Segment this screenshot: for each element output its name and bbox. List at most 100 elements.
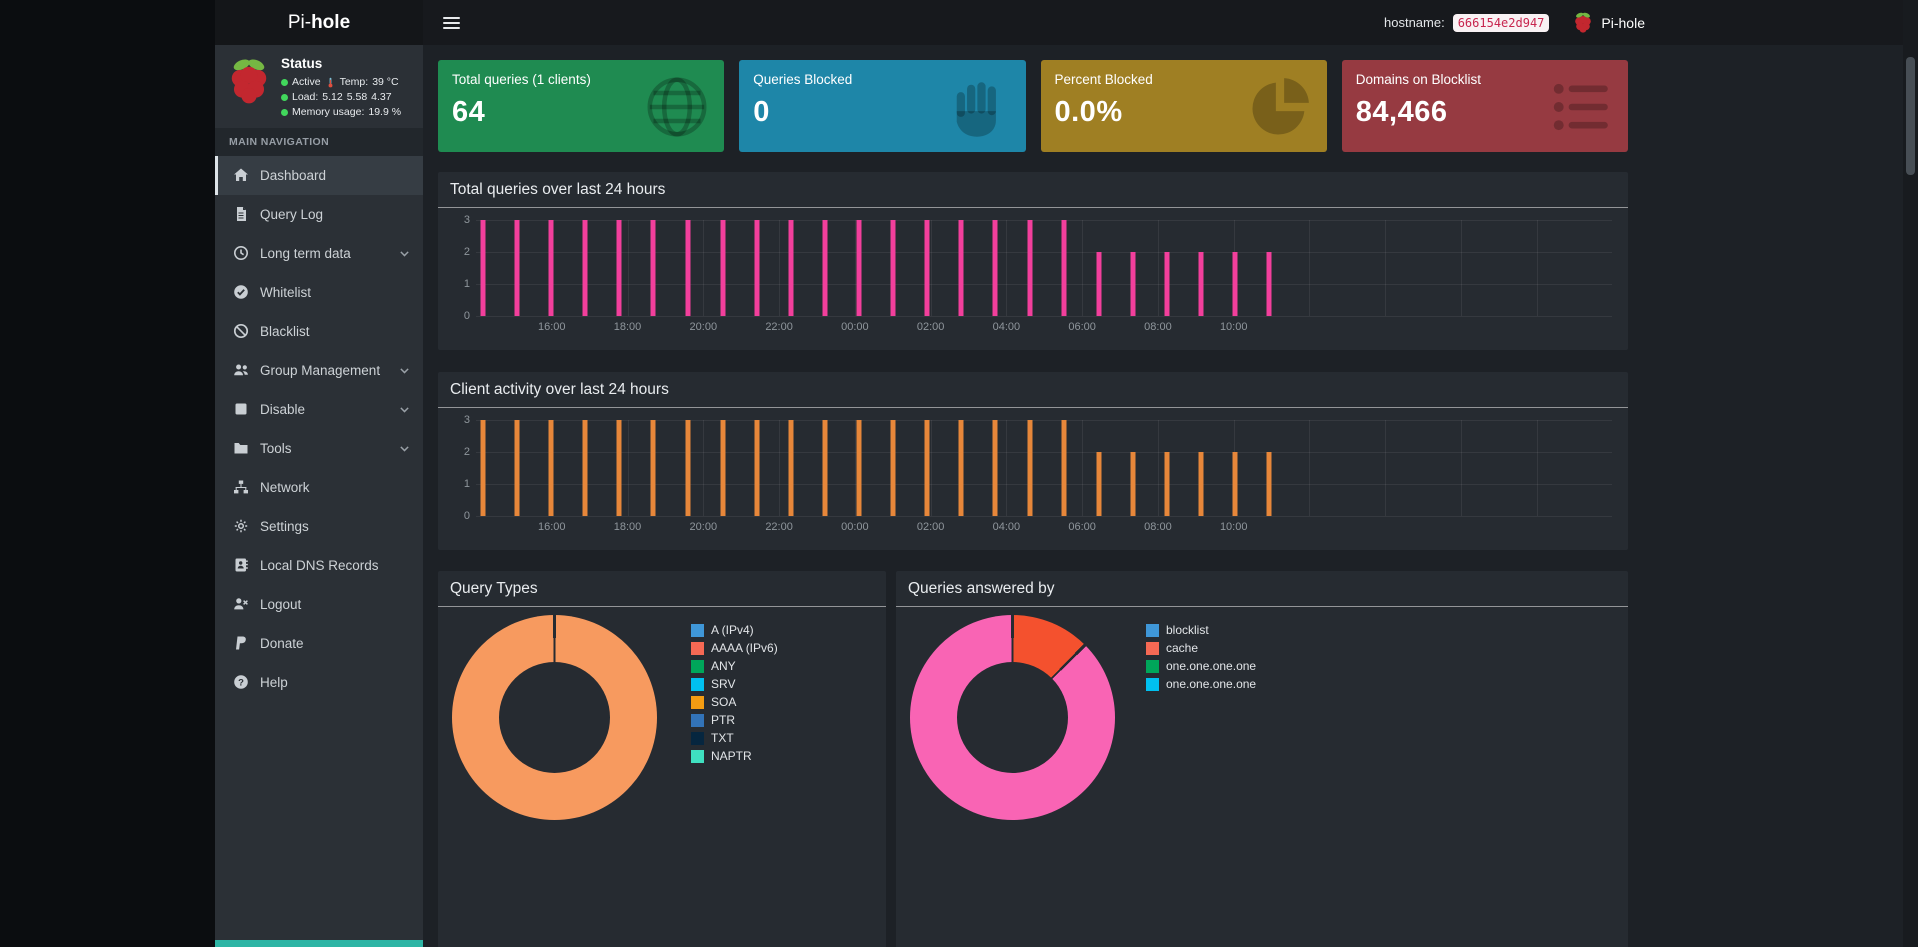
sidebar-item-tools[interactable]: Tools [215, 429, 423, 468]
stat-card-percent-blocked: Percent Blocked 0.0% [1040, 60, 1327, 152]
chart-bar [1198, 452, 1204, 516]
scrollbar-thumb[interactable] [1906, 57, 1915, 175]
globe-icon [644, 74, 710, 140]
chart-bar [924, 220, 930, 316]
chart-bar [1232, 452, 1238, 516]
legend-label: ANY [711, 659, 736, 673]
sidebar-item-logout[interactable]: Logout [215, 585, 423, 624]
status-line-load: Load: 5.12 5.58 4.37 [281, 90, 401, 105]
legend-item[interactable]: SRV [691, 675, 778, 693]
legend-item[interactable]: blocklist [1146, 621, 1256, 639]
status-dot-load [281, 94, 288, 101]
legend-swatch [691, 695, 704, 709]
legend-item[interactable]: ANY [691, 657, 778, 675]
legend-swatch [691, 623, 704, 637]
navbar-right: hostname: 666154e2d947 Pi-hole [1384, 11, 1645, 34]
sidebar-item-long-term-data[interactable]: Long term data [215, 234, 423, 273]
legend-item[interactable]: SOA [691, 693, 778, 711]
legend-item[interactable]: AAAA (IPv6) [691, 639, 778, 657]
sidebar-item-label: Logout [260, 597, 302, 612]
legend-label: SRV [711, 677, 736, 691]
svg-text:?: ? [238, 677, 244, 688]
legend-item[interactable]: TXT [691, 729, 778, 747]
stat-card-value: 84,466 [1355, 96, 1448, 128]
legend-swatch [691, 731, 704, 745]
sidebar-item-label: Local DNS Records [260, 558, 379, 573]
sidebar-item-local-dns-records[interactable]: Local DNS Records [215, 546, 423, 585]
x-axis-label: 08:00 [1144, 321, 1172, 333]
sidebar-item-group-management[interactable]: Group Management [215, 351, 423, 390]
legend-item[interactable]: cache [1146, 639, 1256, 657]
status-line-memory: Memory usage: 19.9 % [281, 105, 401, 120]
status-info: Status Active Temp: 39 °C Load: 5.12 5.5… [281, 56, 401, 120]
legend-item[interactable]: NAPTR [691, 747, 778, 765]
x-axis-label: 10:00 [1219, 521, 1248, 533]
x-axis-label: 10:00 [1219, 321, 1248, 333]
scrollbar-track[interactable] [1903, 0, 1918, 947]
file-icon [233, 206, 250, 223]
sidebar-item-label: Network [260, 480, 310, 495]
sidebar-item-query-log[interactable]: Query Log [215, 195, 423, 234]
chart-bar [958, 420, 964, 516]
chart-bar [788, 220, 794, 316]
y-axis-label: 1 [463, 278, 470, 290]
chart-bar [720, 420, 725, 516]
sidebar-item-donate[interactable]: Donate [215, 624, 423, 663]
stat-card-domains-on-blocklist: Domains on Blocklist 84,466 [1341, 60, 1628, 152]
legend-label: TXT [711, 731, 734, 745]
sidebar-item-settings[interactable]: Settings [215, 507, 423, 546]
chart-bar [1130, 452, 1136, 516]
hand-icon [946, 74, 1012, 140]
sidebar-item-disable[interactable]: Disable [215, 390, 423, 429]
navbar-brand[interactable]: Pi-hole [1601, 14, 1645, 31]
sidebar-item-dashboard[interactable]: Dashboard [215, 156, 423, 195]
chart-bar [1266, 252, 1272, 316]
sidebar-item-blacklist[interactable]: Blacklist [215, 312, 423, 351]
y-axis-label: 2 [463, 446, 470, 458]
app-logo[interactable]: Pi-hole [215, 0, 423, 45]
pihole-logo-icon [1573, 11, 1593, 34]
chart-bar [924, 420, 930, 516]
chart-bar [650, 220, 656, 316]
paypal-icon [233, 635, 250, 652]
legend-label: one.one.one.one [1166, 659, 1257, 673]
load-value-2: 5.58 [346, 91, 368, 103]
legend-item[interactable]: one.one.one.one [1146, 657, 1256, 675]
x-axis-label: 20:00 [689, 321, 718, 333]
x-axis-label: 18:00 [613, 321, 642, 333]
chart-bar [1096, 252, 1102, 316]
chart-bar [1266, 452, 1272, 516]
legend-item[interactable]: PTR [691, 711, 778, 729]
sidebar-item-whitelist[interactable]: Whitelist [215, 273, 423, 312]
chart-bar [616, 220, 622, 316]
sidebar-item-help[interactable]: ? Help [215, 663, 423, 702]
ban-icon [233, 323, 250, 340]
x-axis-label: 06:00 [1068, 321, 1096, 333]
stat-card-title: Queries Blocked [753, 72, 853, 87]
legend-swatch [691, 677, 704, 691]
sidebar-item-network[interactable]: Network [215, 468, 423, 507]
panel-title-client-activity: Client activity over last 24 hours [438, 372, 1628, 408]
legend-item[interactable]: one.one.one.one [1146, 675, 1256, 693]
x-axis-label: 22:00 [765, 521, 793, 533]
stat-card-title: Domains on Blocklist [1355, 72, 1482, 87]
chart-bar [1164, 252, 1170, 316]
memory-label: Memory usage: [292, 106, 365, 118]
panel-title-queries-answered-by: Queries answered by [896, 571, 1628, 607]
queries-answered-legend: blocklist cache one.one.one.one one.one.one… [1146, 621, 1256, 820]
chart-bar [1164, 452, 1170, 516]
chevron-down-icon [398, 247, 411, 260]
status-dot-memory [281, 109, 288, 116]
chevron-down-icon [398, 364, 411, 377]
sidebar-toggle-button[interactable] [437, 8, 466, 38]
sidebar-item-label: Blacklist [260, 324, 310, 339]
hostname-value: 666154e2d947 [1452, 13, 1550, 32]
thermometer-icon [325, 76, 336, 89]
chart-bar [582, 220, 588, 316]
x-axis-label: 04:00 [992, 321, 1021, 333]
chart-bar [1061, 420, 1067, 516]
chart-bar [480, 220, 486, 316]
legend-item[interactable]: A (IPv4) [691, 621, 778, 639]
sidebar-item-label: Disable [260, 402, 306, 417]
panel-client-activity: Client activity over last 24 hours 0 1 2 3 1… [438, 372, 1628, 550]
